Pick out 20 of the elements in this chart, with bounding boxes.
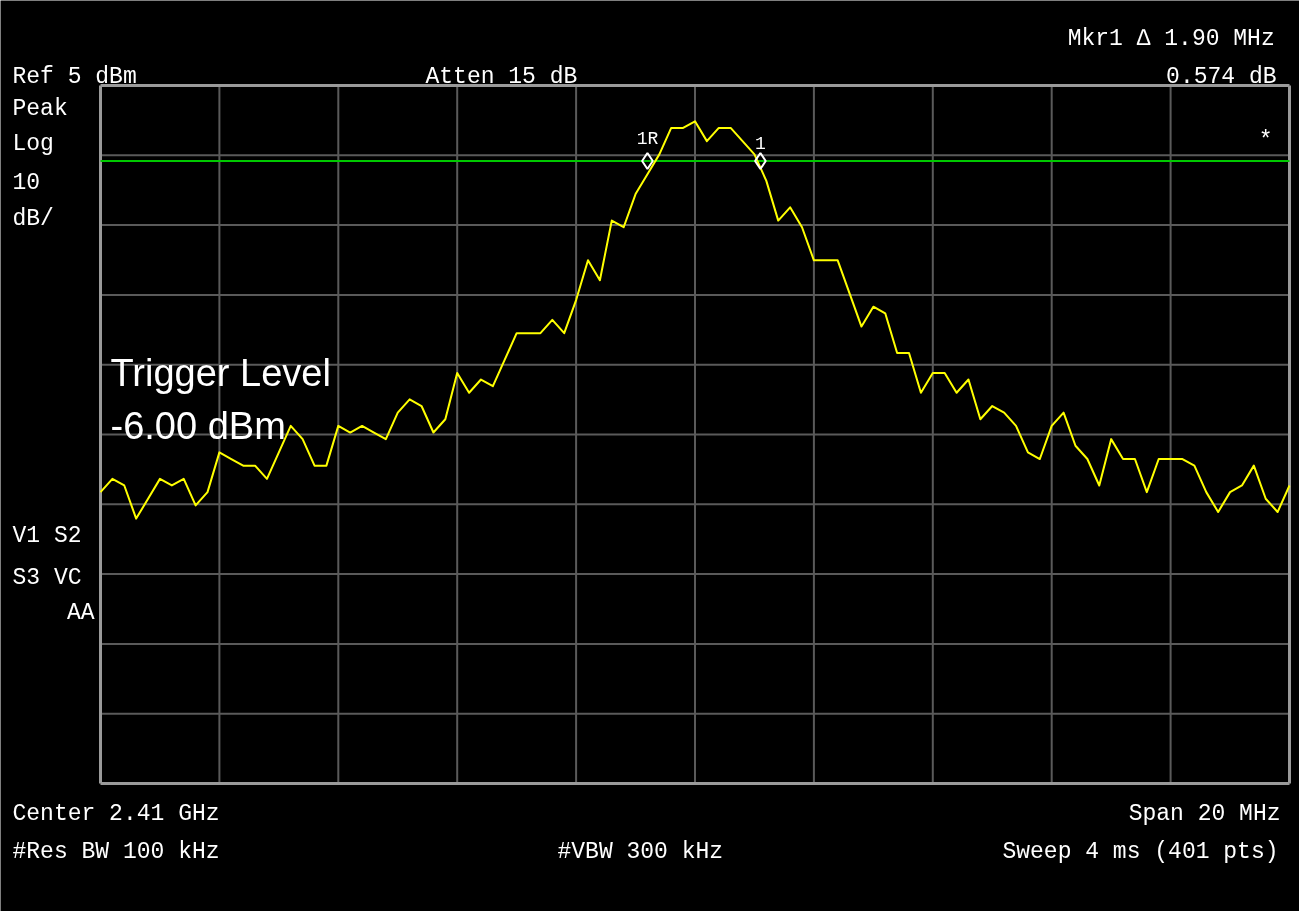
text: Ref 5 dBm <box>12 63 137 90</box>
text: AA <box>66 599 95 626</box>
annotation: * <box>1258 127 1273 154</box>
text: Sweep 4 ms (401 pts) <box>1002 838 1279 865</box>
text: 10 <box>12 169 41 196</box>
text: 0.574 dB <box>1166 63 1277 90</box>
annotation: Trigger Level -6.00 dBm <box>110 351 331 447</box>
text: #Res BW 100 kHz <box>12 838 220 865</box>
text: Log <box>12 130 54 157</box>
text: Mkr1 ∆ 1.90 MHz <box>1067 25 1275 52</box>
text: V1 S2 <box>12 522 82 549</box>
text: dB/ <box>12 205 54 232</box>
text: S3 VC <box>12 564 82 591</box>
text: #VBW 300 kHz <box>557 838 724 865</box>
annotation: 1R <box>636 129 659 149</box>
text: Center 2.41 GHz <box>12 800 220 827</box>
text: Span 20 MHz <box>1128 800 1281 827</box>
annotation: 1 <box>754 134 766 154</box>
text: Peak <box>12 95 68 122</box>
text: Atten 15 dB <box>425 63 578 90</box>
